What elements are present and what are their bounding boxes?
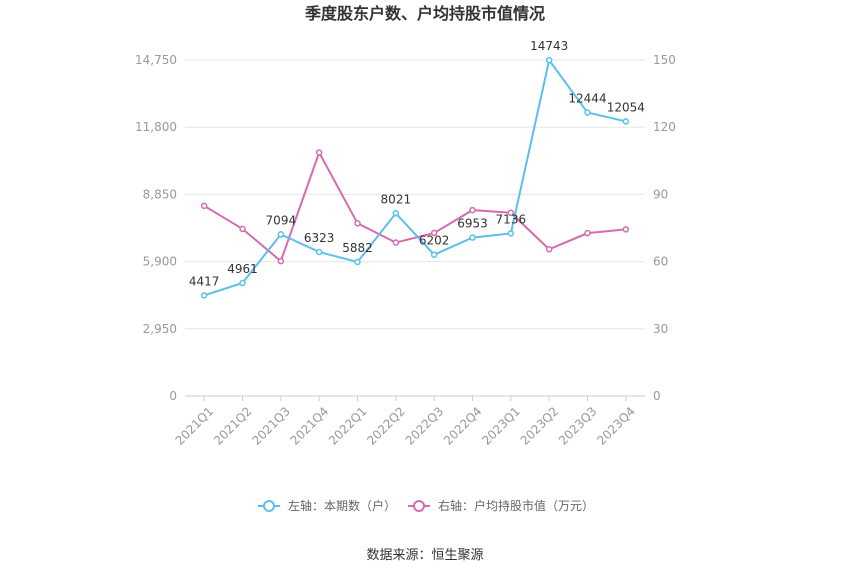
right-tick-label: 60 [653, 255, 668, 269]
x-tick-label: 2021Q2 [211, 404, 255, 448]
data-label: 12054 [607, 100, 645, 114]
data-labels: 4417 4961 7094 6323 5882 8021 6202 6953 7136 1474… [189, 39, 645, 288]
x-tick-label: 2023Q4 [594, 404, 638, 448]
series-line-left [203, 57, 627, 297]
x-tick-label: 2023Q1 [479, 404, 523, 448]
data-label: 4961 [227, 262, 258, 276]
x-tick-label: 2023Q3 [556, 404, 600, 448]
right-tick-label: 90 [653, 187, 668, 201]
data-label: 4417 [189, 274, 220, 288]
data-label: 6323 [304, 231, 335, 245]
x-axis: 2021Q12021Q22021Q32021Q42022Q12022Q22022… [173, 396, 638, 448]
x-tick-label: 2022Q1 [326, 404, 370, 448]
right-tick-label: 0 [653, 389, 661, 403]
series-point-left [354, 258, 361, 266]
series-point-left [469, 234, 476, 241]
series-point-left [430, 251, 438, 258]
series-point-right [392, 239, 400, 246]
series-point-left [239, 279, 246, 287]
right-tick-label: 30 [653, 322, 668, 336]
series-point-right [584, 229, 591, 237]
legend-left-marker [263, 500, 275, 512]
chart-title: 季度股东户数、户均持股市值情况 [304, 4, 545, 23]
data-label: 12444 [568, 92, 606, 106]
series-point-left [200, 292, 208, 299]
series-point-right [430, 229, 438, 237]
x-tick-label: 2022Q3 [403, 404, 447, 448]
data-label: 5882 [342, 241, 373, 255]
left-tick-label: 0 [169, 389, 177, 403]
left-tick-label: 8,850 [143, 187, 177, 201]
x-tick-label: 2023Q2 [518, 404, 562, 448]
series-line-right [203, 150, 626, 263]
series-point-left [545, 56, 553, 64]
series-point-left [277, 231, 285, 238]
left-axis: 0 2,950 5,900 8,850 11,800 14,750 [135, 53, 177, 403]
series-point-left [315, 248, 323, 256]
legend-left-label: 左轴：本期数（户） [288, 498, 396, 513]
series-point-left [392, 210, 400, 217]
legend[interactable]: 左轴：本期数（户） 右轴：户均持股市值（万元） [258, 498, 594, 513]
x-tick-label: 2021Q3 [249, 404, 293, 448]
data-label: 6953 [457, 217, 488, 231]
left-tick-label: 11,800 [135, 120, 177, 134]
x-tick-label: 2022Q2 [364, 404, 408, 448]
left-tick-label: 2,950 [143, 322, 177, 336]
legend-item-right[interactable]: 右轴：户均持股市值（万元） [408, 498, 594, 513]
series-point-left [622, 118, 630, 125]
right-axis: 0 30 60 90 120 150 [653, 53, 676, 403]
series-point-right [239, 225, 246, 233]
data-label: 6202 [419, 234, 450, 248]
series-point-right [315, 149, 323, 156]
data-label: 8021 [381, 192, 412, 206]
left-tick-label: 14,750 [135, 53, 177, 67]
x-tick-label: 2021Q1 [173, 404, 217, 448]
series-layer [200, 56, 630, 299]
left-tick-label: 5,900 [143, 255, 177, 269]
legend-right-marker [413, 500, 425, 512]
series-point-right [507, 209, 515, 217]
series-point-right [545, 246, 553, 253]
series-point-right [354, 220, 361, 227]
series-point-right [277, 257, 285, 265]
legend-right-label: 右轴：户均持股市值（万元） [438, 498, 594, 513]
data-label: 7136 [496, 212, 527, 226]
data-label: 7094 [266, 213, 297, 227]
series-point-right [469, 206, 476, 214]
series-point-right [622, 226, 630, 233]
series-point-right [200, 202, 208, 210]
right-tick-label: 150 [653, 53, 676, 67]
data-source: 数据来源：恒生聚源 [366, 548, 483, 563]
legend-item-left[interactable]: 左轴：本期数（户） [258, 498, 396, 513]
x-tick-label: 2022Q4 [441, 404, 485, 448]
series-point-left [584, 109, 591, 116]
x-tick-label: 2021Q4 [288, 404, 332, 448]
grid [185, 59, 645, 397]
right-tick-label: 120 [653, 120, 676, 134]
data-label: 14743 [530, 39, 568, 53]
series-point-left [507, 230, 515, 237]
